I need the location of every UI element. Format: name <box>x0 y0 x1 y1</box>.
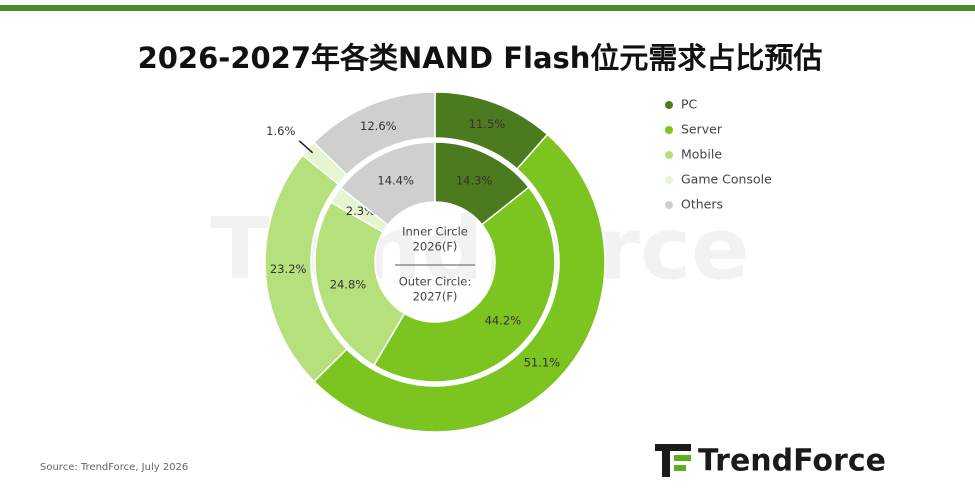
legend-label: Game Console <box>681 172 772 187</box>
data-label: 12.6% <box>360 119 397 133</box>
donut-slice <box>339 141 436 226</box>
data-label: 23.2% <box>270 262 307 276</box>
legend-marker <box>665 201 673 209</box>
legend-label: PC <box>681 97 698 112</box>
legend-marker <box>665 151 673 159</box>
legend-marker <box>665 176 673 184</box>
logo-icon <box>655 444 691 477</box>
data-label: 14.3% <box>456 173 493 187</box>
data-label: 14.4% <box>377 174 414 188</box>
legend-marker <box>665 126 673 134</box>
donut-slice <box>372 186 556 383</box>
center-label: Outer Circle: <box>399 275 471 289</box>
data-label: 1.6% <box>266 124 295 138</box>
data-label: 51.1% <box>524 355 561 369</box>
legend-label: Server <box>681 122 723 137</box>
chart-title: 2026-2027年各类NAND Flash位元需求占比预估 <box>138 41 823 75</box>
center-label: Inner Circle <box>402 225 468 239</box>
legend-marker <box>665 101 673 109</box>
source: Source: TrendForce, July 2026 <box>40 462 188 473</box>
donut-slice <box>312 91 436 176</box>
donut-slice <box>312 133 606 433</box>
leader-line <box>298 140 314 154</box>
center-label: 2026(F) <box>413 240 458 254</box>
legend-label: Mobile <box>681 147 722 162</box>
top-bar <box>0 5 975 11</box>
data-label: 44.2% <box>485 314 522 328</box>
center-label: 2027(F) <box>413 290 458 304</box>
logo: TrendForce <box>698 444 886 479</box>
donut-slice <box>314 201 406 367</box>
data-label: 24.8% <box>330 277 367 291</box>
data-label: 11.5% <box>469 117 506 131</box>
legend-label: Others <box>681 197 723 212</box>
